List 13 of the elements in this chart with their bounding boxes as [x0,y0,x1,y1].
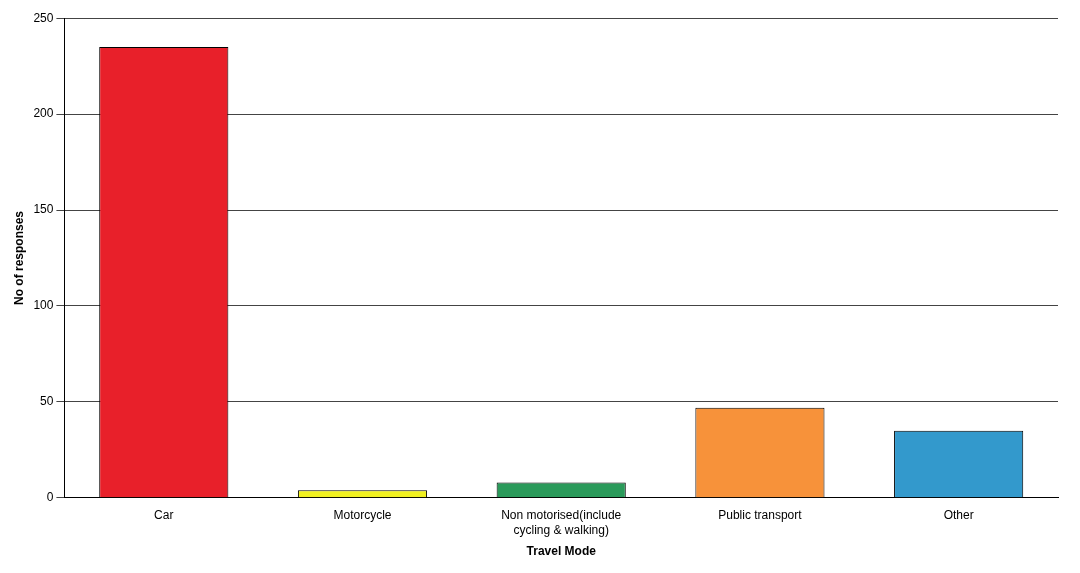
x-axis-title: Travel Mode [526,544,597,559]
x-tick-label: Motorcycle [333,508,392,523]
y-tick-label: 50 [40,394,54,409]
x-tick-label: Car [154,508,174,523]
x-tick-label: Other [943,508,974,523]
y-tick-label: 250 [33,10,54,25]
x-tick-label: Public transport [718,508,803,523]
y-axis-title: No of responses [11,210,26,306]
y-tick-label: 150 [33,202,54,217]
y-tick-label: 100 [33,298,54,313]
y-tick-label: 200 [33,106,54,121]
x-tick-label: Non motorised(include cycling & walking) [501,508,622,537]
y-tick-label: 0 [46,490,54,505]
